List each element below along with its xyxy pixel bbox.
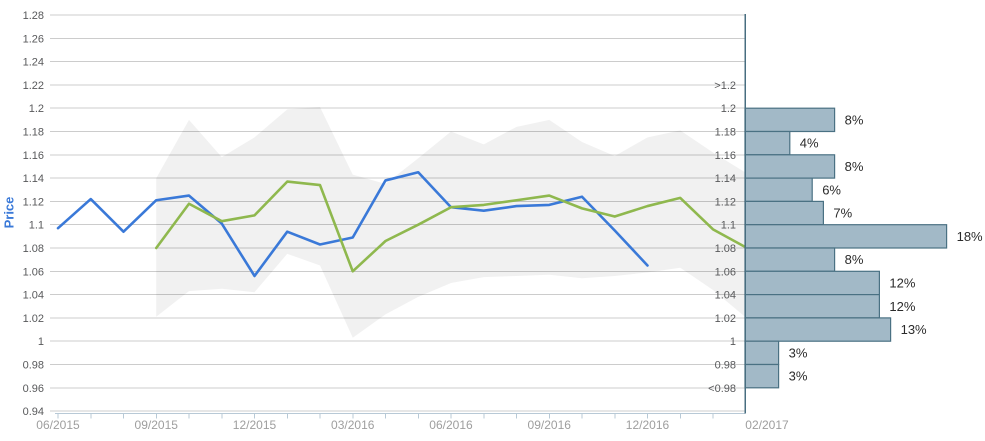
- histogram-bin-label: 1.16: [715, 150, 736, 162]
- x-axis-tick-label: 09/2015: [135, 418, 179, 432]
- histogram-bin-label: 1.02: [715, 313, 736, 325]
- histogram-bin-label: 1.08: [715, 243, 736, 255]
- histogram-bar-value: 18%: [957, 229, 983, 244]
- y-axis-tick-label: 1.2: [29, 103, 44, 115]
- y-axis-tick-label: 1.22: [23, 80, 44, 92]
- histogram-bin-label: 1.06: [715, 266, 736, 278]
- histogram-bar[interactable]: [744, 294, 880, 319]
- histogram-bin-label: 1.1: [721, 220, 736, 232]
- histogram-bar[interactable]: [744, 130, 791, 156]
- y-axis-tick-label: 1.1: [29, 220, 44, 232]
- histogram-bin-label: 1.12: [715, 196, 736, 208]
- x-axis-tick-label: 12/2016: [626, 418, 670, 432]
- histogram-bar-value: 12%: [889, 275, 915, 290]
- y-axis-tick-label: 1.04: [23, 290, 44, 302]
- histogram-bar[interactable]: [744, 270, 880, 296]
- histogram-bin-label: 0.98: [715, 360, 736, 372]
- histogram-bin-label: 1.14: [715, 173, 736, 185]
- histogram-bar-value: 13%: [901, 322, 927, 337]
- histogram-bar-value: 3%: [789, 369, 808, 384]
- x-axis-tick-label: 06/2015: [36, 418, 80, 432]
- y-axis-tick-label: 1.08: [23, 243, 44, 255]
- confidence-band-area: [156, 107, 745, 338]
- histogram-bin-label: 1.18: [715, 127, 736, 139]
- histogram-bar[interactable]: [744, 154, 836, 179]
- histogram-bar[interactable]: [744, 340, 780, 366]
- y-axis-tick-label: 1.14: [23, 173, 44, 185]
- histogram-bin-label: <0.98: [708, 383, 736, 395]
- y-axis-tick-label: 1.18: [23, 127, 44, 139]
- y-axis-tick-label: 1.12: [23, 196, 44, 208]
- histogram-bar-value: 8%: [845, 112, 864, 127]
- histogram-bar-value: 7%: [833, 206, 852, 221]
- histogram-bar[interactable]: [744, 177, 813, 203]
- histogram-bar[interactable]: [744, 317, 892, 342]
- x-axis-tick-label: 02/2017: [745, 418, 789, 432]
- histogram-bar[interactable]: [744, 363, 780, 389]
- histogram-bar[interactable]: [744, 200, 825, 226]
- y-axis-tick-label: 1.16: [23, 150, 44, 162]
- y-axis-tick-label: 0.96: [23, 383, 44, 395]
- y-axis-tick-label: 1.02: [23, 313, 44, 325]
- y-axis-tick-label: 1.24: [23, 57, 44, 69]
- price-history-line[interactable]: [56, 170, 649, 278]
- histogram-bin-label: 1.04: [715, 290, 736, 302]
- histogram-bar-value: 6%: [822, 182, 841, 197]
- forecast-line[interactable]: [154, 180, 747, 273]
- histogram-bar-value: 4%: [800, 136, 819, 151]
- x-axis-tick-label: 03/2016: [331, 418, 375, 432]
- histogram-bar[interactable]: [744, 224, 948, 249]
- histogram-bin-label: 1.2: [721, 103, 736, 115]
- y-axis-title: Price: [1, 196, 17, 229]
- histogram-bar-value: 8%: [845, 159, 864, 174]
- histogram-bar[interactable]: [744, 107, 836, 133]
- histogram-bin-label: >1.2: [714, 80, 736, 92]
- x-axis-tick-label: 12/2015: [233, 418, 277, 432]
- y-axis-tick-label: 0.94: [23, 406, 44, 418]
- y-axis-tick-label: 1: [38, 336, 44, 348]
- histogram-bar-value: 8%: [845, 252, 864, 267]
- y-axis-tick-label: 1.28: [23, 10, 44, 22]
- x-axis-tick-label: 09/2016: [528, 418, 572, 432]
- histogram-bin-label: 1: [730, 336, 736, 348]
- y-axis-tick-label: 0.98: [23, 360, 44, 372]
- histogram-bar[interactable]: [744, 247, 836, 272]
- y-axis-tick-label: 1.06: [23, 266, 44, 278]
- x-axis-tick-label: 06/2016: [429, 418, 473, 432]
- histogram-bar-value: 12%: [889, 299, 915, 314]
- histogram-bar-value: 3%: [789, 345, 808, 360]
- y-axis-tick-label: 1.26: [23, 33, 44, 45]
